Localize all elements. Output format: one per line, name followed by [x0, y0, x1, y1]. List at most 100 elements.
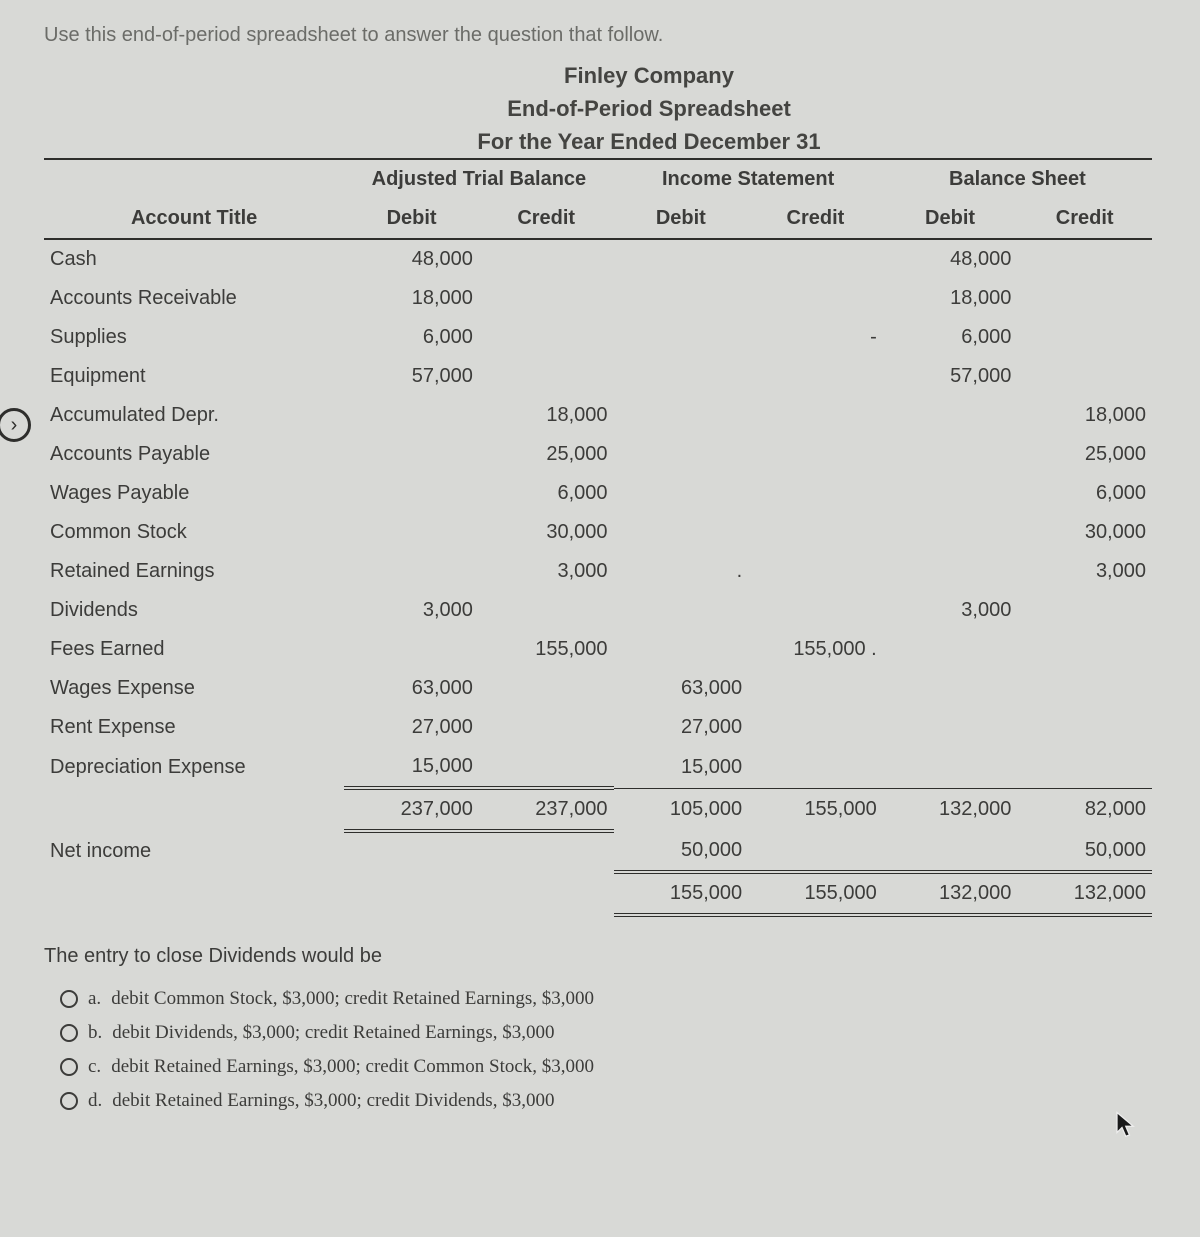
account-title-cell: Common Stock [44, 513, 344, 552]
bs-credit-cell [1017, 708, 1152, 747]
bs-debit-cell [883, 396, 1018, 435]
option-d[interactable]: d. debit Retained Earnings, $3,000; cred… [44, 1084, 1152, 1118]
option-text: debit Dividends, $3,000; credit Retained… [112, 1022, 554, 1044]
bs-credit-cell: 25,000 [1017, 435, 1152, 474]
radio-icon[interactable] [60, 1058, 78, 1076]
atb-credit-cell: 30,000 [479, 513, 614, 552]
option-text: debit Retained Earnings, $3,000; credit … [112, 1090, 554, 1112]
account-title-cell: Rent Expense [44, 708, 344, 747]
is-debit-cell [614, 357, 749, 396]
bs-credit-cell [1017, 591, 1152, 630]
bs-debit-cell [883, 435, 1018, 474]
net-income-label: Net income [44, 831, 344, 872]
atb-debit-cell: 3,000 [344, 591, 479, 630]
bs-debit-cell: 18,000 [883, 279, 1018, 318]
option-letter: c. [88, 1056, 101, 1078]
col-group-atb: Adjusted Trial Balance [344, 159, 613, 199]
col-is-debit: Debit [614, 199, 749, 239]
final-is-d: 155,000 [614, 872, 749, 915]
bs-credit-cell [1017, 747, 1152, 788]
account-title-cell: Accounts Receivable [44, 279, 344, 318]
option-c[interactable]: c. debit Retained Earnings, $3,000; cred… [44, 1050, 1152, 1084]
atb-credit-cell [479, 239, 614, 279]
col-bs-credit: Credit [1017, 199, 1152, 239]
atb-credit-cell [479, 357, 614, 396]
col-atb-credit: Credit [479, 199, 614, 239]
col-atb-debit: Debit [344, 199, 479, 239]
spreadsheet-table: Adjusted Trial Balance Income Statement … [44, 158, 1152, 917]
option-a[interactable]: a. debit Common Stock, $3,000; credit Re… [44, 982, 1152, 1016]
option-text: debit Retained Earnings, $3,000; credit … [111, 1056, 594, 1078]
col-account-title: Account Title [44, 199, 344, 239]
account-title-cell: Supplies [44, 318, 344, 357]
net-income-is-d: 50,000 [614, 831, 749, 872]
answer-options: a. debit Common Stock, $3,000; credit Re… [44, 982, 1152, 1118]
is-credit-cell [748, 708, 883, 747]
radio-icon[interactable] [60, 990, 78, 1008]
bs-credit-cell [1017, 318, 1152, 357]
bs-debit-cell [883, 669, 1018, 708]
final-bs-d: 132,000 [883, 872, 1018, 915]
col-is-credit: Credit [748, 199, 883, 239]
bs-credit-cell [1017, 630, 1152, 669]
total-is-c: 155,000 [748, 788, 883, 831]
account-title-cell: Equipment [44, 357, 344, 396]
col-group-is: Income Statement [614, 159, 883, 199]
atb-credit-cell [479, 591, 614, 630]
question-page: Use this end-of-period spreadsheet to an… [0, 0, 1200, 1142]
atb-debit-cell: 18,000 [344, 279, 479, 318]
is-credit-cell [748, 591, 883, 630]
account-title-cell: Fees Earned [44, 630, 344, 669]
bs-credit-cell [1017, 357, 1152, 396]
option-letter: a. [88, 988, 101, 1010]
atb-debit-cell [344, 435, 479, 474]
is-debit-cell [614, 435, 749, 474]
bs-debit-cell [883, 747, 1018, 788]
account-title-cell: Wages Payable [44, 474, 344, 513]
is-credit-cell [748, 239, 883, 279]
bs-debit-cell [883, 630, 1018, 669]
total-atb-c: 237,000 [479, 788, 614, 831]
total-is-d: 105,000 [614, 788, 749, 831]
atb-debit-cell [344, 513, 479, 552]
option-letter: b. [88, 1022, 102, 1044]
bs-credit-cell [1017, 669, 1152, 708]
bs-debit-cell: 57,000 [883, 357, 1018, 396]
radio-icon[interactable] [60, 1024, 78, 1042]
is-debit-cell [614, 630, 749, 669]
is-debit-cell [614, 591, 749, 630]
is-debit-cell: 27,000 [614, 708, 749, 747]
period-line: For the Year Ended December 31 [334, 125, 964, 158]
is-credit-cell [748, 513, 883, 552]
atb-debit-cell [344, 396, 479, 435]
bs-debit-cell: 3,000 [883, 591, 1018, 630]
atb-debit-cell: 27,000 [344, 708, 479, 747]
account-title-cell: Accumulated Depr. [44, 396, 344, 435]
bs-credit-cell: 30,000 [1017, 513, 1152, 552]
option-b[interactable]: b. debit Dividends, $3,000; credit Retai… [44, 1016, 1152, 1050]
radio-icon[interactable] [60, 1092, 78, 1110]
bs-debit-cell: 48,000 [883, 239, 1018, 279]
report-title: End-of-Period Spreadsheet [334, 92, 964, 125]
account-title-cell: Dividends [44, 591, 344, 630]
bs-debit-cell: 6,000 [883, 318, 1018, 357]
final-is-c: 155,000 [748, 872, 883, 915]
is-debit-cell: 63,000 [614, 669, 749, 708]
bs-debit-cell [883, 474, 1018, 513]
atb-credit-cell: 18,000 [479, 396, 614, 435]
bs-credit-cell: 18,000 [1017, 396, 1152, 435]
bs-debit-cell [883, 708, 1018, 747]
atb-credit-cell [479, 747, 614, 788]
bs-credit-cell: 6,000 [1017, 474, 1152, 513]
atb-debit-cell: 48,000 [344, 239, 479, 279]
is-credit-cell [748, 669, 883, 708]
is-debit-cell [614, 318, 749, 357]
atb-debit-cell: 57,000 [344, 357, 479, 396]
is-credit-cell [748, 552, 883, 591]
atb-debit-cell [344, 552, 479, 591]
atb-credit-cell [479, 669, 614, 708]
atb-credit-cell: 3,000 [479, 552, 614, 591]
net-income-bs-c: 50,000 [1017, 831, 1152, 872]
is-credit-cell [748, 474, 883, 513]
atb-credit-cell: 25,000 [479, 435, 614, 474]
